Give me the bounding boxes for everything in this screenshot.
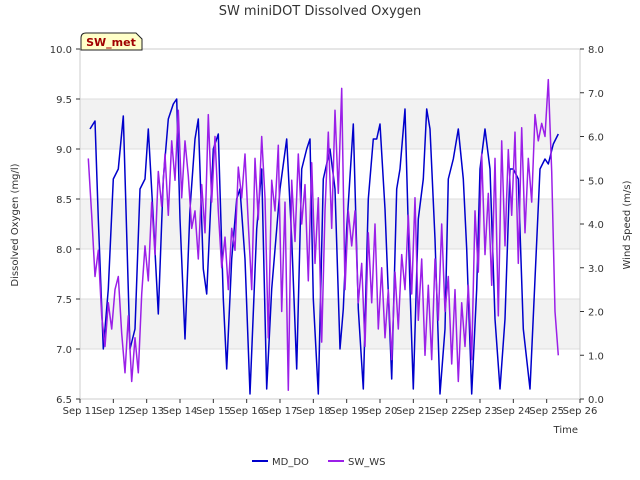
y-tick-label: 8.0 xyxy=(56,245,72,256)
y2-tick-label: 8.0 xyxy=(588,45,604,56)
left-axis-ticks: 6.5 7.0 7.5 8.0 8.5 9.0 9.5 10.0 xyxy=(50,45,80,406)
y2-tick-label: 1.0 xyxy=(588,351,604,362)
series-line-sw-ws xyxy=(87,78,560,392)
y2-tick-label: 0.0 xyxy=(588,395,604,406)
y-tick-label: 9.0 xyxy=(56,145,72,156)
y-tick-label: 6.5 xyxy=(56,395,72,406)
band xyxy=(80,99,580,149)
x-tick-label: Sep 17 xyxy=(263,406,298,417)
y2-tick-label: 3.0 xyxy=(588,264,604,275)
x-tick-label: Sep 25 xyxy=(529,406,564,417)
legend-label-md-do: MD_DO xyxy=(272,457,309,468)
y-tick-label: 7.0 xyxy=(56,345,72,356)
site-badge-shape xyxy=(80,32,143,51)
x-tick-label: Sep 24 xyxy=(496,406,531,417)
y2-tick-label: 5.0 xyxy=(588,176,604,187)
x-tick-label: Sep 20 xyxy=(363,406,398,417)
x-tick-label: Sep 14 xyxy=(163,406,198,417)
y-axis-label: Dissolved Oxygen (mg/l) xyxy=(10,163,21,286)
site-badge-label: SW_met xyxy=(86,36,136,49)
y2-tick-label: 4.0 xyxy=(588,220,604,231)
x-tick-label: Sep 15 xyxy=(196,406,231,417)
data-lines xyxy=(87,78,560,395)
x-tick-label: Sep 13 xyxy=(129,406,164,417)
x-tick-label: Sep 16 xyxy=(229,406,264,417)
y-tick-label: 8.5 xyxy=(56,195,72,206)
y-tick-label: 7.5 xyxy=(56,295,72,306)
x-tick-label: Sep 19 xyxy=(329,406,364,417)
x-tick-label: Sep 18 xyxy=(296,406,331,417)
y-tick-label: 10.0 xyxy=(50,45,72,56)
x-tick-label: Sep 21 xyxy=(396,406,431,417)
site-badge: SW_met xyxy=(80,32,143,51)
x-tick-label: Sep 26 xyxy=(563,406,598,417)
y2-tick-label: 7.0 xyxy=(588,89,604,100)
y-tick-label: 9.5 xyxy=(56,95,72,106)
legend-label-sw-ws: SW_WS xyxy=(348,457,385,468)
x-tick-label: Sep 11 xyxy=(63,406,98,417)
x-tick-label: Sep 23 xyxy=(463,406,498,417)
chart-title: SW miniDOT Dissolved Oxygen xyxy=(219,4,422,19)
x-tick-label: Sep 22 xyxy=(429,406,464,417)
x-axis-label: Time xyxy=(553,425,578,436)
right-axis-ticks: 0.0 1.0 2.0 3.0 4.0 5.0 6.0 7.0 8.0 xyxy=(580,45,604,406)
y2-tick-label: 2.0 xyxy=(588,308,604,319)
x-tick-label: Sep 12 xyxy=(96,406,131,417)
legend: MD_DO SW_WS xyxy=(252,457,385,468)
y2-tick-label: 6.0 xyxy=(588,133,604,144)
y2-axis-label: Wind Speed (m/s) xyxy=(622,180,633,269)
